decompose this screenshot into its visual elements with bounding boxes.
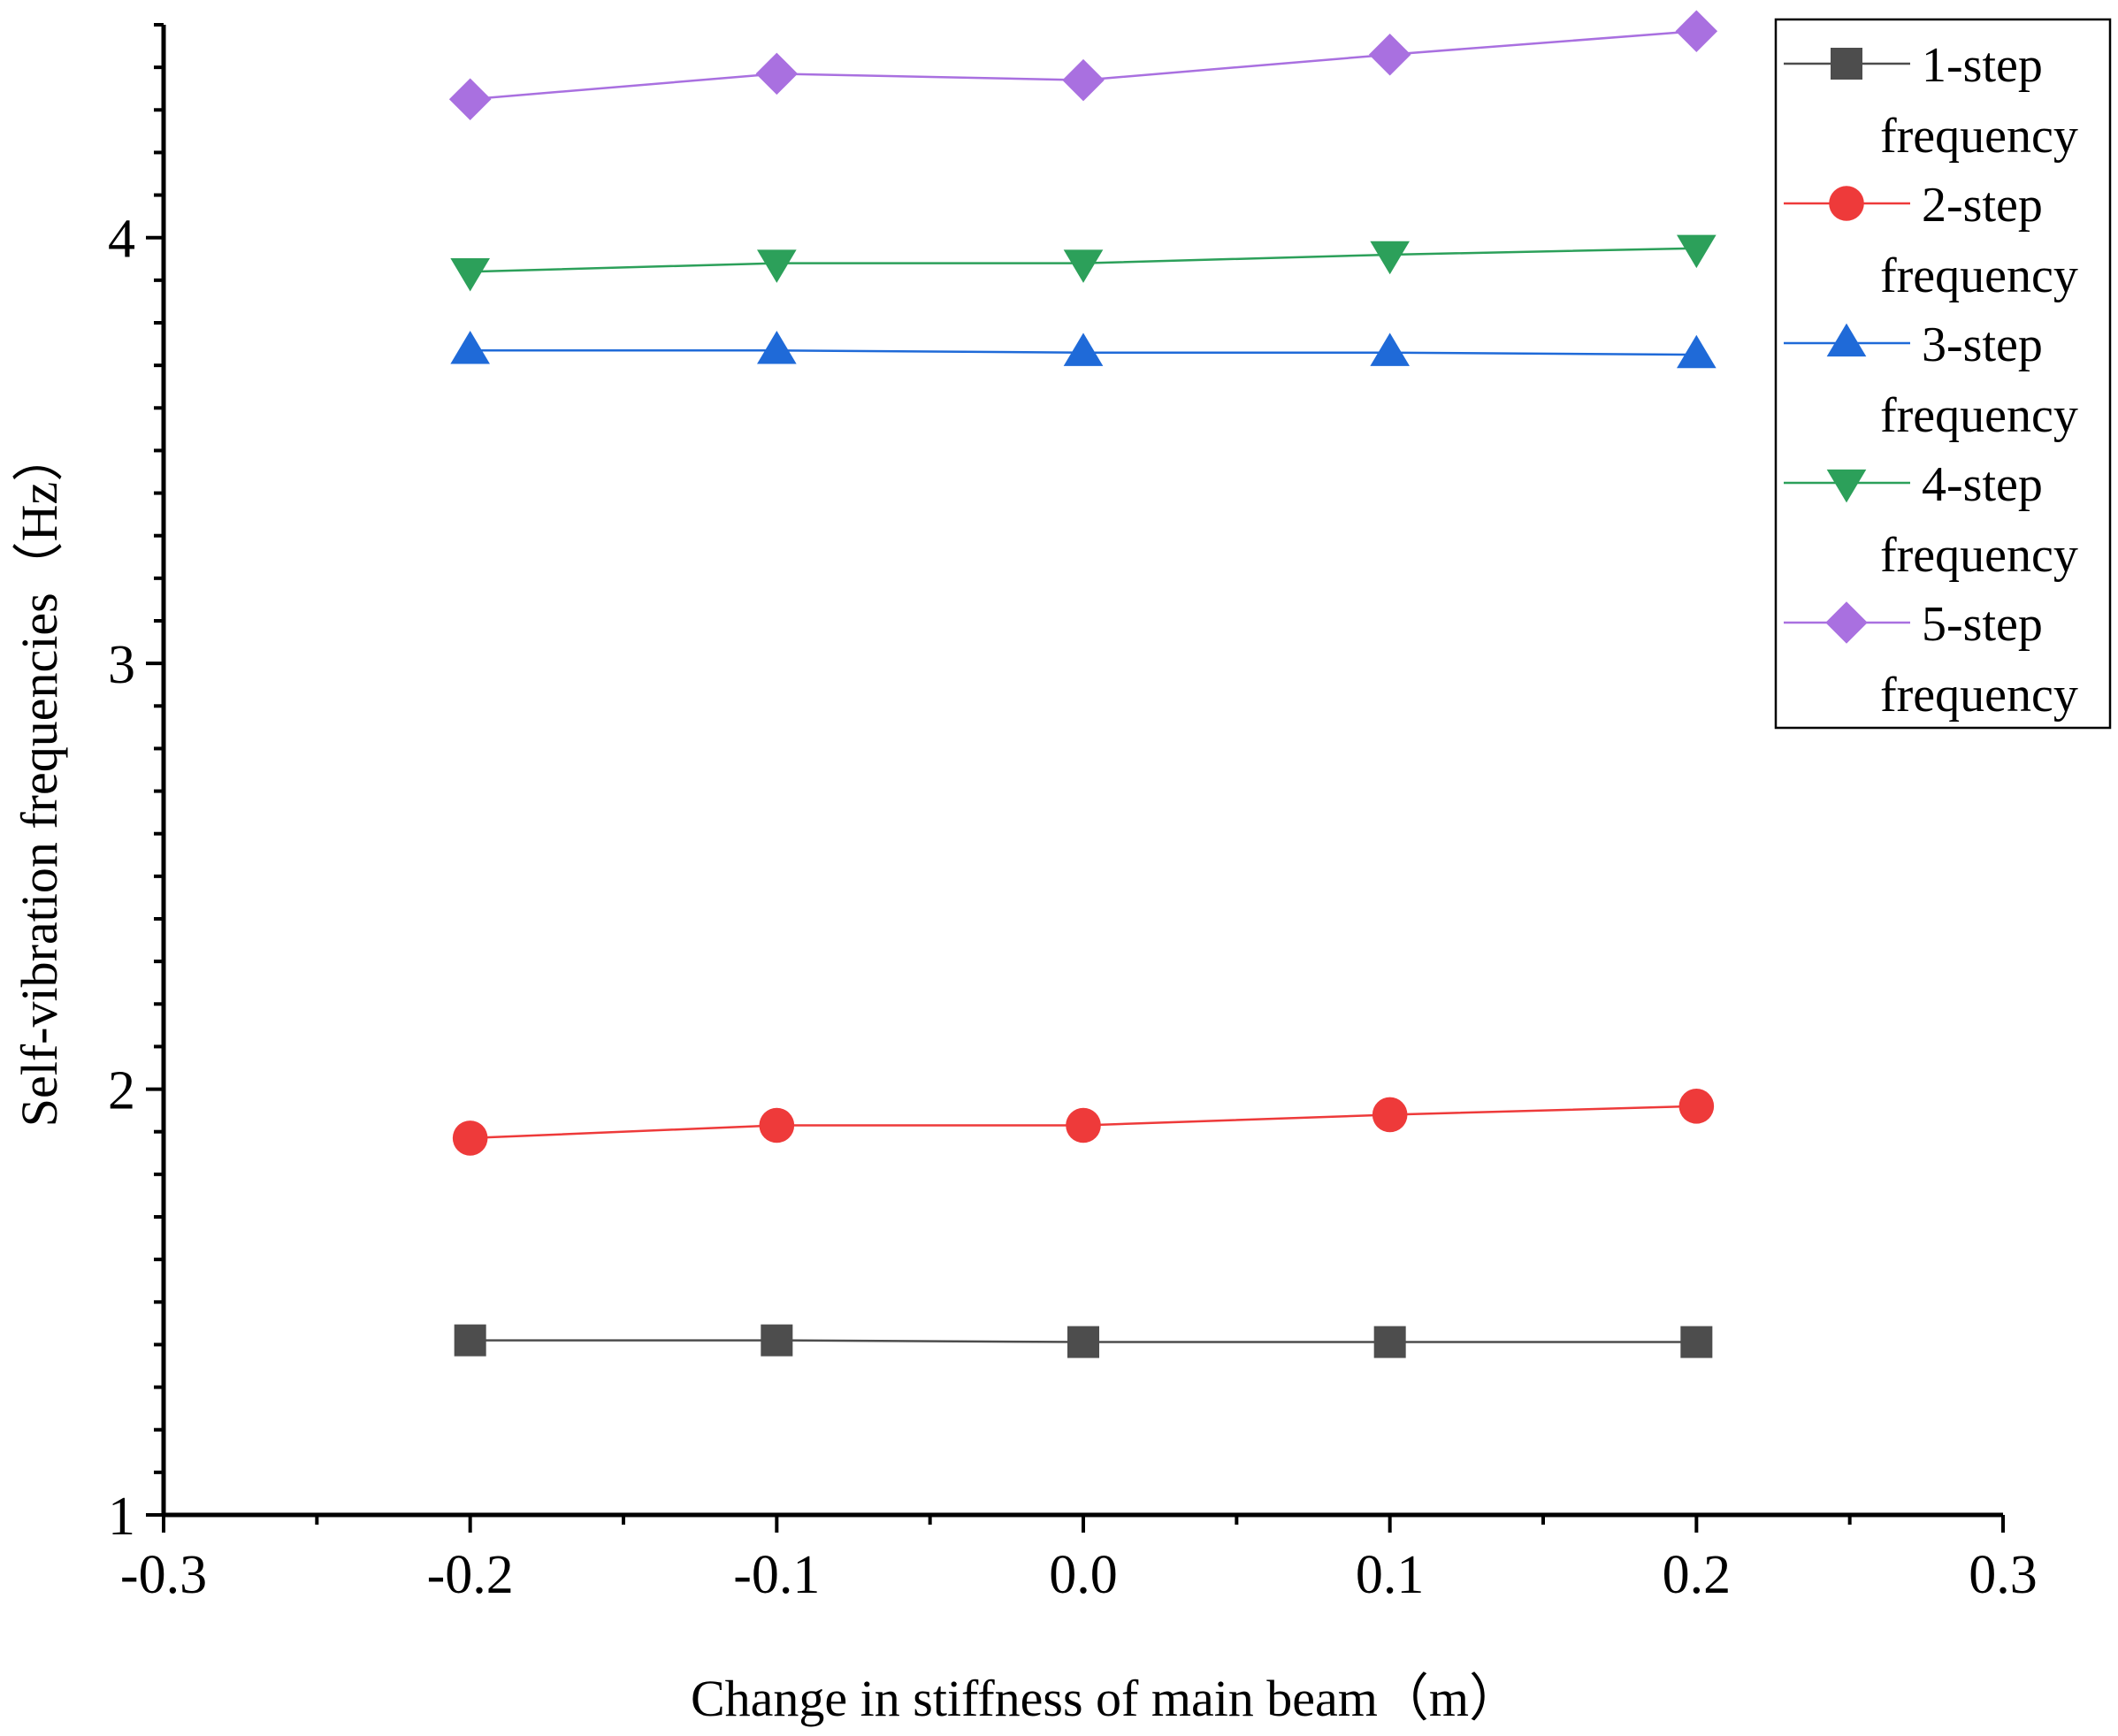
y-tick-label: 3	[108, 635, 135, 695]
legend: 1-step frequency 2-step frequency 3-step freq…	[1774, 18, 2112, 730]
legend-label-line1: 5-step	[1922, 597, 2043, 652]
data-point	[1067, 1326, 1099, 1358]
legend-item: 3-step frequency	[1784, 317, 2078, 443]
legend-marker	[1826, 469, 1867, 503]
data-point	[1680, 1326, 1713, 1358]
x-tick-label: -0.2	[427, 1545, 514, 1605]
legend-label-line1: 2-step	[1922, 178, 2043, 233]
data-point	[1675, 10, 1718, 52]
series-4-step-frequency	[450, 234, 1717, 292]
x-tick-label: 0.0	[1049, 1545, 1118, 1605]
data-point	[1062, 58, 1105, 102]
y-tick-label: 4	[108, 210, 135, 270]
series-3-step-frequency	[450, 330, 1717, 369]
data-point	[759, 1107, 795, 1143]
data-point	[1368, 33, 1411, 76]
data-point	[1370, 333, 1410, 366]
data-point	[1063, 333, 1104, 366]
legend-label-line2: frequency	[1880, 249, 2078, 303]
x-tick-label: 0.2	[1663, 1545, 1732, 1605]
legend-label-line1: 1-step	[1922, 38, 2043, 93]
legend-marker	[1825, 601, 1868, 644]
series-2-step-frequency	[452, 1089, 1715, 1156]
legend-marker	[1826, 323, 1867, 357]
data-point	[755, 52, 799, 96]
data-point	[1677, 234, 1717, 269]
legend-label-line1: 3-step	[1922, 317, 2043, 372]
x-tick-label: -0.3	[120, 1545, 207, 1605]
data-point	[761, 1324, 793, 1357]
y-tick-label: 2	[108, 1061, 135, 1121]
x-axis-title: Change in stiffness of main beam（m）	[691, 1670, 1520, 1727]
y-tick-label: 1	[108, 1487, 135, 1547]
data-point	[448, 78, 492, 121]
x-tick-label: 0.3	[1969, 1545, 2038, 1605]
data-point	[1677, 334, 1717, 369]
legend-item: 1-step frequency	[1784, 38, 2078, 164]
data-point	[454, 1324, 486, 1357]
series-1-step-frequency	[454, 1324, 1713, 1358]
chart-axes: 1 2 3 4 -0.3 -0.2 -0.1 0.0 0.1 0.2 0.3	[108, 23, 2038, 1605]
legend-marker	[1829, 186, 1864, 221]
legend-label-line2: frequency	[1880, 109, 2078, 164]
legend-item: 2-step frequency	[1784, 178, 2078, 303]
legend-item: 5-step frequency	[1784, 597, 2078, 723]
legend-marker	[1831, 48, 1862, 80]
series-5-step-frequency	[448, 10, 1718, 121]
x-tick-label: -0.1	[733, 1545, 820, 1605]
data-point	[1372, 1097, 1408, 1133]
data-point	[450, 330, 490, 364]
data-point	[452, 1120, 488, 1156]
data-point	[757, 249, 797, 283]
y-axis-title: Self-vibration frequencies（Hz）	[11, 431, 68, 1128]
chart-series	[448, 10, 1718, 1358]
data-point	[450, 258, 490, 292]
data-point	[1066, 1107, 1101, 1143]
legend-box	[1774, 18, 2112, 730]
legend-label-line2: frequency	[1880, 388, 2078, 443]
legend-label-line2: frequency	[1880, 668, 2078, 723]
data-point	[1063, 249, 1104, 283]
data-point	[757, 330, 797, 364]
data-point	[1373, 1326, 1406, 1358]
legend-label-line1: 4-step	[1922, 457, 2043, 512]
data-point	[1678, 1089, 1715, 1124]
data-point	[1370, 241, 1410, 275]
legend-label-line2: frequency	[1880, 528, 2078, 583]
legend-item: 4-step frequency	[1784, 457, 2078, 583]
x-tick-label: 0.1	[1356, 1545, 1425, 1605]
